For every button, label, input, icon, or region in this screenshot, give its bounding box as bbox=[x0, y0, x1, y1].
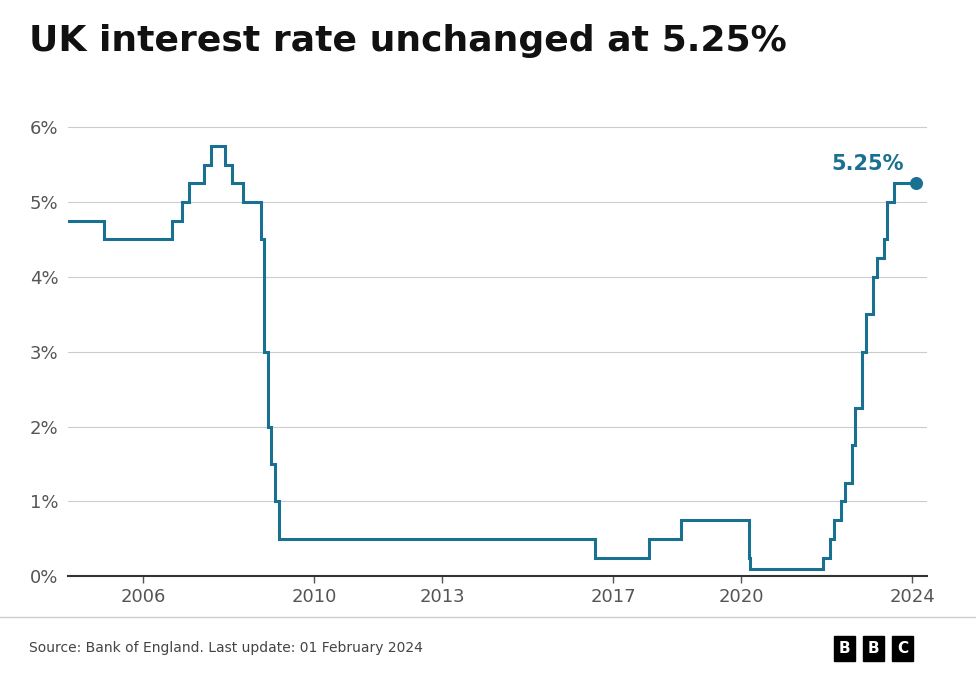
Text: 5.25%: 5.25% bbox=[832, 154, 904, 174]
Text: B: B bbox=[838, 641, 850, 656]
Text: C: C bbox=[897, 641, 909, 656]
Text: UK interest rate unchanged at 5.25%: UK interest rate unchanged at 5.25% bbox=[29, 24, 787, 58]
Point bbox=[908, 178, 923, 189]
Text: Source: Bank of England. Last update: 01 February 2024: Source: Bank of England. Last update: 01… bbox=[29, 641, 424, 655]
Text: B: B bbox=[868, 641, 879, 656]
